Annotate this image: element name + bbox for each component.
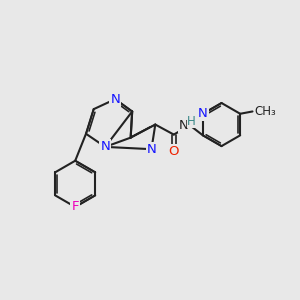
Text: CH₃: CH₃ xyxy=(254,105,276,118)
Text: H: H xyxy=(187,115,196,128)
Text: F: F xyxy=(71,200,79,213)
Text: N: N xyxy=(179,119,188,132)
Text: N: N xyxy=(110,93,120,106)
Text: O: O xyxy=(169,145,179,158)
Text: N: N xyxy=(198,107,208,120)
Text: N: N xyxy=(100,140,110,153)
Text: N: N xyxy=(147,143,156,156)
